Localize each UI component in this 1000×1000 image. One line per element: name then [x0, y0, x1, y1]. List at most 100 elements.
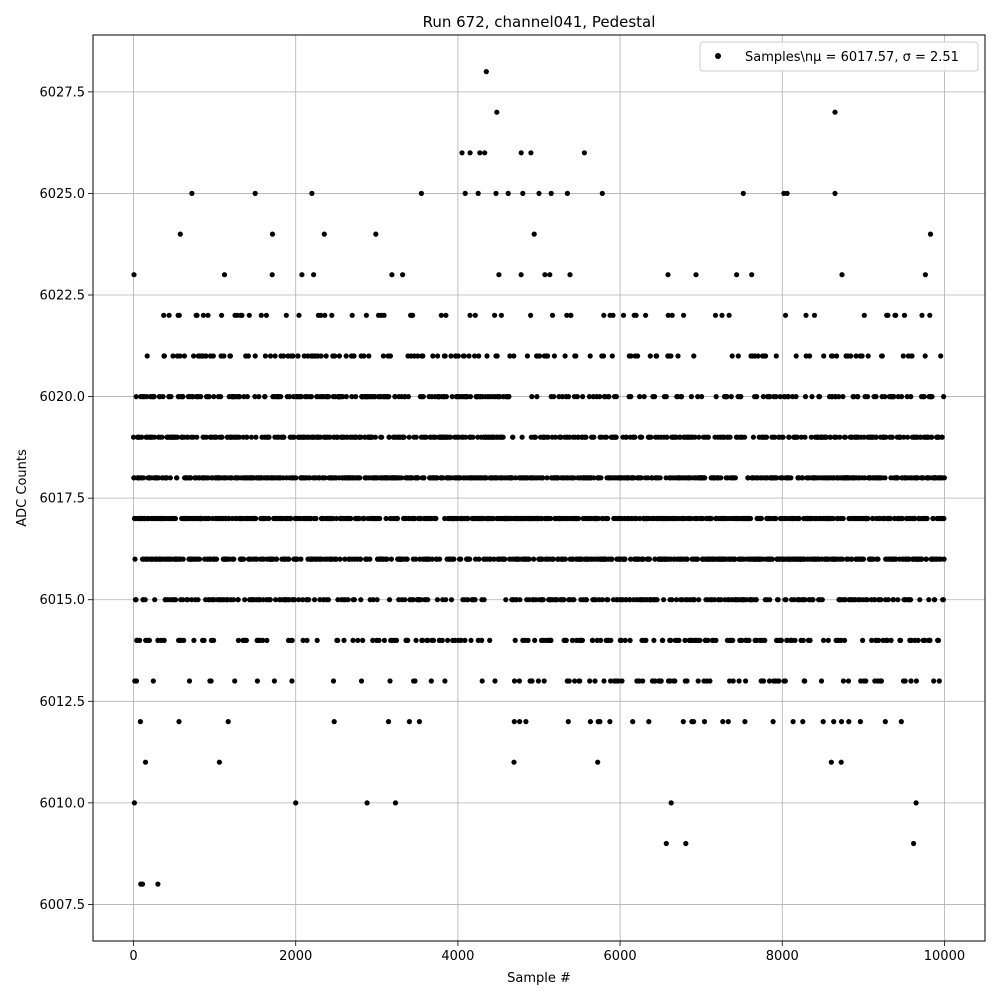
- data-point: [151, 434, 158, 440]
- data-point: [773, 394, 779, 400]
- data-point: [564, 312, 570, 318]
- data-point: [840, 515, 846, 522]
- data-point: [778, 637, 785, 644]
- data-point: [335, 597, 341, 603]
- data-point: [330, 678, 337, 684]
- data-point: [412, 678, 418, 684]
- data-point: [605, 597, 611, 603]
- data-point: [608, 678, 614, 684]
- data-point: [587, 353, 593, 359]
- data-point: [272, 353, 278, 359]
- data-point: [878, 678, 885, 684]
- data-point: [230, 597, 237, 603]
- data-point: [571, 475, 577, 481]
- data-point: [402, 597, 408, 603]
- data-point: [829, 353, 836, 359]
- data-point: [358, 597, 364, 603]
- data-point: [899, 515, 905, 522]
- data-point: [180, 597, 186, 603]
- data-point: [758, 515, 765, 522]
- data-point: [256, 394, 262, 400]
- data-point: [194, 312, 200, 318]
- data-point: [477, 150, 483, 156]
- data-point: [133, 394, 139, 400]
- data-point: [467, 394, 474, 400]
- data-point: [318, 312, 324, 318]
- data-point: [574, 394, 580, 400]
- x-tick-label: 10000: [924, 949, 965, 964]
- data-point: [724, 394, 730, 400]
- data-point: [902, 678, 908, 684]
- data-point: [595, 759, 601, 765]
- data-point: [482, 150, 488, 156]
- data-point: [823, 434, 830, 440]
- data-point: [152, 597, 158, 603]
- data-point: [941, 515, 947, 522]
- data-point: [658, 678, 664, 684]
- data-point: [661, 597, 667, 603]
- data-point: [922, 353, 928, 359]
- data-point: [137, 719, 143, 725]
- data-point: [608, 637, 614, 644]
- data-point: [494, 353, 500, 359]
- data-point: [322, 312, 328, 318]
- data-point: [325, 597, 331, 603]
- data-point: [908, 597, 914, 603]
- data-point: [872, 597, 878, 603]
- data-point: [385, 719, 392, 725]
- data-point: [654, 597, 660, 603]
- data-point: [931, 678, 937, 684]
- data-point: [819, 597, 825, 603]
- data-point: [286, 556, 292, 562]
- data-point: [311, 272, 317, 278]
- data-point: [619, 678, 625, 684]
- data-point: [605, 515, 611, 522]
- data-point: [549, 312, 556, 318]
- data-point: [206, 394, 212, 400]
- data-point: [181, 637, 187, 644]
- data-point: [919, 556, 925, 562]
- data-point: [587, 678, 593, 684]
- data-point: [640, 556, 646, 562]
- data-point: [131, 800, 137, 806]
- data-point: [459, 150, 465, 156]
- data-point: [906, 556, 912, 562]
- data-point: [191, 637, 197, 644]
- data-point: [747, 515, 754, 522]
- data-point: [479, 637, 485, 644]
- data-point: [296, 597, 302, 603]
- data-point: [810, 597, 816, 603]
- data-point: [443, 394, 449, 400]
- data-point: [208, 678, 214, 684]
- data-point: [420, 394, 426, 400]
- data-point: [633, 312, 639, 318]
- data-point: [646, 719, 652, 725]
- data-point: [742, 719, 748, 725]
- data-point: [900, 353, 906, 359]
- data-point: [252, 394, 258, 400]
- data-point: [350, 637, 356, 644]
- data-point: [736, 678, 742, 684]
- data-point: [133, 678, 140, 684]
- data-point: [793, 353, 799, 359]
- data-point: [176, 312, 182, 318]
- data-point: [520, 190, 526, 196]
- data-point: [669, 597, 675, 603]
- data-point: [132, 556, 138, 562]
- data-point: [381, 312, 387, 318]
- data-point: [392, 394, 398, 400]
- data-point: [599, 597, 605, 603]
- data-point: [586, 394, 593, 400]
- data-point: [691, 353, 697, 359]
- data-point: [333, 515, 339, 522]
- data-point: [467, 312, 473, 318]
- x-tick-label: 4000: [441, 949, 474, 964]
- data-point: [283, 312, 289, 318]
- data-point: [774, 475, 780, 481]
- data-point: [830, 515, 836, 522]
- data-point: [281, 434, 287, 440]
- data-point: [865, 353, 871, 359]
- data-point: [691, 597, 697, 603]
